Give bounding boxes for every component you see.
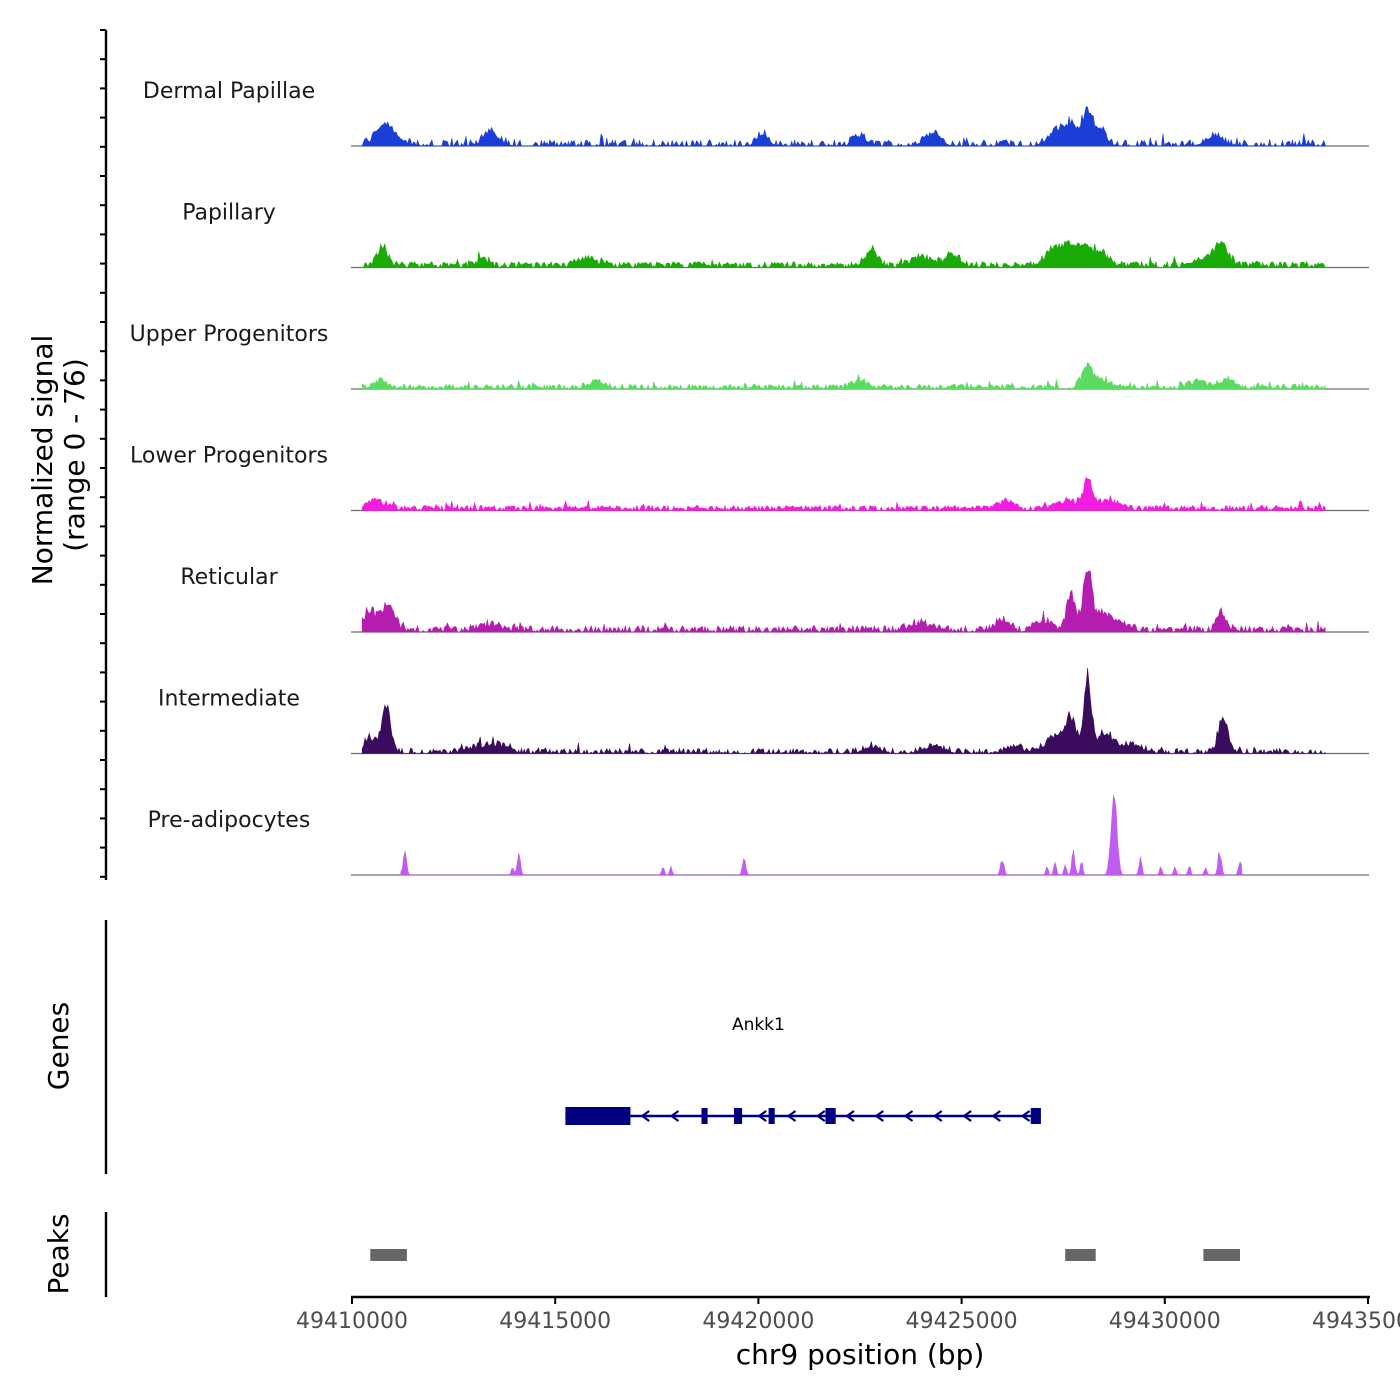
track-label: Upper Progenitors xyxy=(130,322,329,347)
gene-strand-arrow xyxy=(932,1110,943,1122)
gene-models: Ankk1 xyxy=(565,1015,1041,1125)
x-tick-label: 49425000 xyxy=(906,1309,1018,1334)
peaks-panel-title: Peaks xyxy=(42,1213,75,1294)
coverage-tracks: Dermal Papillae Papillary Upper Progenitor… xyxy=(130,79,1369,876)
x-axis-title: chr9 position (bp) xyxy=(736,1338,985,1371)
genes-panel-title: Genes xyxy=(42,1002,75,1090)
track-papillary: Papillary xyxy=(182,201,1369,269)
gene-strand-arrow xyxy=(786,1110,797,1122)
track-signal-area xyxy=(362,240,1326,269)
gene-strand-arrow xyxy=(669,1110,680,1122)
track-dermal-papillae: Dermal Papillae xyxy=(143,79,1369,148)
gene-exon xyxy=(565,1107,631,1125)
track-label: Intermediate xyxy=(158,687,300,712)
x-ticks: 49410000 49415000 49420000 49425000 49430000… xyxy=(296,1297,1400,1334)
track-signal-area xyxy=(400,795,1243,876)
track-label: Papillary xyxy=(182,201,276,226)
track-signal-area xyxy=(361,667,1326,755)
coverage-y-axis-title: Normalized signal xyxy=(26,335,59,586)
track-label: Reticular xyxy=(180,565,278,590)
peak-region xyxy=(370,1249,407,1261)
track-lower-progenitors: Lower Progenitors xyxy=(130,444,1369,512)
gene-strand-arrow xyxy=(874,1110,884,1122)
genes-panel: Genes Ankk1 xyxy=(42,920,1041,1174)
x-tick-label: 49420000 xyxy=(702,1309,814,1334)
peaks-panel: Peaks xyxy=(42,1212,1240,1297)
peak-region xyxy=(1065,1249,1096,1261)
gene-label: Ankk1 xyxy=(732,1015,785,1035)
track-intermediate: Intermediate xyxy=(158,667,1369,755)
track-pre-adipocytes: Pre-adipocytes xyxy=(148,795,1369,876)
gene-ankk1: Ankk1 xyxy=(565,1015,1041,1125)
gene-exon xyxy=(825,1108,836,1124)
x-tick-label: 49415000 xyxy=(499,1309,611,1334)
gene-strand-arrow xyxy=(991,1110,1001,1122)
x-axis: 49410000 49415000 49420000 49425000 49430000… xyxy=(296,1295,1400,1371)
track-signal-area xyxy=(361,106,1326,148)
gene-strand-arrow xyxy=(640,1110,650,1122)
gene-strand-arrow xyxy=(1020,1110,1031,1122)
gene-strand-arrow xyxy=(757,1110,767,1122)
coverage-y-axis-range: (range 0 - 76) xyxy=(58,358,91,552)
track-label: Pre-adipocytes xyxy=(148,808,311,833)
gene-strand-arrow xyxy=(845,1110,855,1122)
gene-strand-arrow xyxy=(815,1110,826,1122)
track-reticular: Reticular xyxy=(180,565,1369,634)
track-signal-area xyxy=(361,476,1326,512)
gene-exon xyxy=(701,1108,708,1124)
track-label: Dermal Papillae xyxy=(143,79,315,104)
gene-exon xyxy=(1030,1108,1041,1124)
track-signal-area xyxy=(361,361,1326,391)
x-tick-label: 49435000 xyxy=(1312,1309,1400,1334)
gene-exon xyxy=(734,1108,743,1124)
track-signal-area xyxy=(361,570,1326,634)
gene-exon xyxy=(768,1108,775,1124)
x-tick-label: 49430000 xyxy=(1109,1309,1221,1334)
coverage-y-ticks xyxy=(100,29,106,878)
gene-strand-arrow xyxy=(903,1110,914,1122)
track-upper-progenitors: Upper Progenitors xyxy=(130,322,1369,391)
peak-regions xyxy=(370,1249,1240,1261)
coverage-panel: Normalized signal (range 0 - 76) Dermal … xyxy=(26,29,1369,880)
x-tick-label: 49410000 xyxy=(296,1309,408,1334)
peak-region xyxy=(1203,1249,1240,1261)
gene-strand-arrow xyxy=(962,1110,972,1122)
track-label: Lower Progenitors xyxy=(130,444,328,469)
